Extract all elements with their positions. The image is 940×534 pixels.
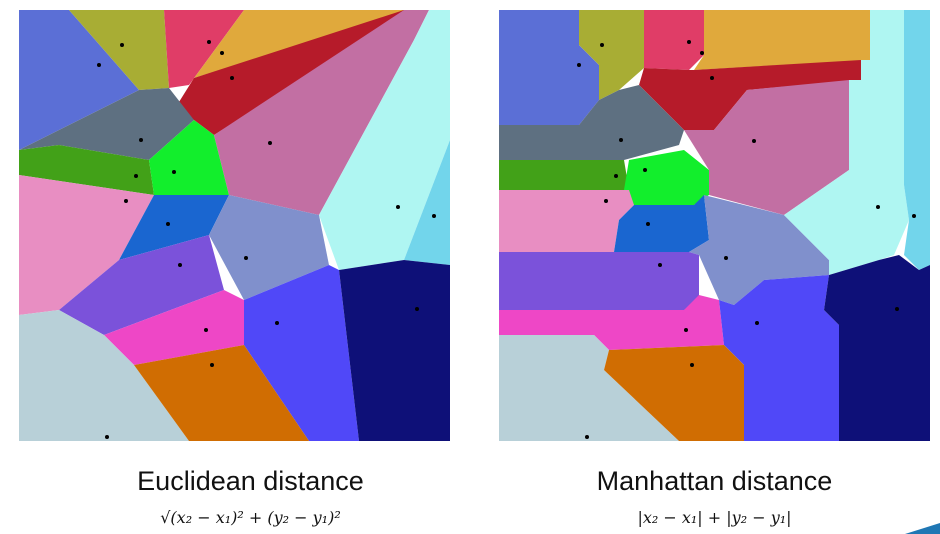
voronoi-cell [719, 275, 839, 441]
voronoi-cell [19, 88, 194, 160]
voronoi-cell [319, 10, 450, 270]
voronoi-cell [69, 10, 169, 90]
voronoi-cell [119, 195, 229, 260]
voronoi-cell [209, 195, 329, 300]
seed-point [396, 205, 400, 209]
voronoi-cell [499, 252, 699, 310]
seed-point [220, 51, 224, 55]
seed-point [204, 328, 208, 332]
seed-point [752, 139, 756, 143]
euclidean-caption: Euclidean distance [137, 466, 364, 496]
seed-point [700, 51, 704, 55]
voronoi-cell [614, 195, 709, 252]
voronoi-cell [19, 145, 154, 195]
seed-point [210, 363, 214, 367]
voronoi-cell [19, 10, 139, 150]
seed-point [585, 435, 589, 439]
seed-point [604, 199, 608, 203]
voronoi-cell [644, 10, 704, 70]
voronoi-cell [19, 310, 189, 441]
manhattan-voronoi-diagram [499, 10, 930, 441]
euclidean-formula: √(x₂ − x₁)² + (y₂ − y₁)² [160, 508, 341, 527]
voronoi-cell [59, 235, 224, 335]
corner-decoration [905, 523, 940, 534]
euclidean-voronoi-diagram [19, 10, 450, 441]
seed-point [684, 328, 688, 332]
seed-point [710, 76, 714, 80]
seed-point [614, 174, 618, 178]
voronoi-cell [134, 345, 309, 441]
voronoi-cell [214, 10, 429, 215]
seed-point [166, 222, 170, 226]
seed-point [139, 138, 143, 142]
seed-point [724, 256, 728, 260]
seed-point [687, 40, 691, 44]
manhattan-caption: Manhattan distance [596, 466, 833, 496]
voronoi-cell [824, 255, 930, 441]
seed-point [275, 321, 279, 325]
voronoi-cell [499, 85, 684, 160]
seed-point [876, 205, 880, 209]
voronoi-cell [604, 345, 744, 441]
seed-point [244, 256, 248, 260]
seed-point [268, 141, 272, 145]
seed-point [912, 214, 916, 218]
voronoi-cell [904, 10, 930, 270]
voronoi-cell [164, 10, 244, 88]
seed-point [755, 321, 759, 325]
voronoi-cell [244, 265, 359, 441]
seed-point [690, 363, 694, 367]
voronoi-cell [579, 10, 644, 100]
seed-point [97, 63, 101, 67]
voronoi-cell [499, 335, 679, 441]
voronoi-cell [174, 10, 414, 135]
voronoi-cell [19, 175, 154, 315]
seed-point [120, 43, 124, 47]
seed-point [124, 199, 128, 203]
seed-point [105, 435, 109, 439]
seed-point [230, 76, 234, 80]
voronoi-cell [499, 190, 634, 252]
seed-point [172, 170, 176, 174]
seed-point [895, 307, 899, 311]
voronoi-cell [404, 140, 450, 265]
seed-point [600, 43, 604, 47]
voronoi-cell [104, 290, 244, 365]
seed-point [207, 40, 211, 44]
voronoi-cell [499, 160, 629, 190]
manhattan-formula: |x₂ − x₁| + |y₂ − y₁| [637, 508, 792, 527]
voronoi-cell [189, 10, 414, 85]
seed-point [577, 63, 581, 67]
voronoi-cell [339, 260, 450, 441]
seed-point [658, 263, 662, 267]
seed-point [646, 222, 650, 226]
voronoi-cell [149, 120, 229, 195]
voronoi-cell [624, 150, 709, 205]
seed-point [178, 263, 182, 267]
voronoi-cell [639, 60, 861, 130]
voronoi-cell [689, 195, 829, 305]
seed-point [432, 214, 436, 218]
voronoi-cell [684, 80, 849, 215]
voronoi-cell [499, 10, 599, 125]
seed-point [619, 138, 623, 142]
seed-point [415, 307, 419, 311]
voronoi-cell [499, 295, 724, 350]
seed-point [134, 174, 138, 178]
voronoi-cell [694, 10, 870, 70]
seed-point [643, 168, 647, 172]
